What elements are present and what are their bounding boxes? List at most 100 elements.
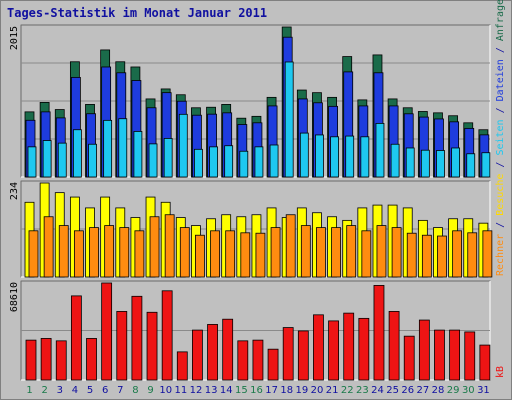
bar-kb-day-24 xyxy=(373,285,385,381)
bar-kb-day-5 xyxy=(86,338,97,381)
bar-seiten-day-10 xyxy=(163,138,173,178)
bar-kb-day-16 xyxy=(252,339,264,381)
day-label-7: 7 xyxy=(117,385,123,396)
day-label-17: 17 xyxy=(265,385,278,396)
bar-kb-day-21 xyxy=(328,320,339,381)
day-label-2: 2 xyxy=(42,385,48,396)
legend-item: / xyxy=(495,47,506,59)
bar-rechner-day-28 xyxy=(437,235,447,278)
legend-item: / xyxy=(495,222,506,234)
bar-seiten-day-15 xyxy=(239,150,249,178)
max-label-kb: 68610 xyxy=(9,282,20,312)
bar-seiten-day-20 xyxy=(315,134,324,178)
bar-rechner-day-15 xyxy=(240,232,251,278)
legend-item: Anfragen xyxy=(495,0,506,47)
bar-rechner-day-19 xyxy=(300,225,311,278)
bar-seiten-day-4 xyxy=(72,129,82,178)
bar-kb-day-26 xyxy=(403,335,415,381)
bar-seiten-day-25 xyxy=(390,143,400,178)
max-label-visits: 234 xyxy=(9,182,20,200)
bar-seiten-day-30 xyxy=(466,153,476,178)
bar-rechner-day-5 xyxy=(89,227,99,278)
bar-rechner-day-9 xyxy=(149,216,160,278)
bar-kb-day-14 xyxy=(222,318,234,381)
bar-seiten-day-3 xyxy=(57,142,67,178)
bar-seiten-day-21 xyxy=(330,136,339,178)
bar-rechner-day-21 xyxy=(331,227,341,278)
bar-rechner-day-18 xyxy=(285,214,296,278)
bar-seiten-day-7 xyxy=(118,118,128,178)
day-label-1: 1 xyxy=(26,385,32,396)
day-label-9: 9 xyxy=(147,385,153,396)
bar-rechner-day-22 xyxy=(346,225,357,278)
bar-seiten-day-13 xyxy=(209,146,218,178)
bar-rechner-day-23 xyxy=(361,230,372,278)
day-label-20: 20 xyxy=(311,385,324,396)
bar-kb-day-19 xyxy=(297,330,309,381)
legend-kb: kB xyxy=(495,366,506,378)
bar-rechner-day-10 xyxy=(164,214,175,278)
day-label-19: 19 xyxy=(296,385,309,396)
bar-seiten-day-12 xyxy=(194,148,203,178)
legend-item: / xyxy=(495,162,506,174)
day-label-16: 16 xyxy=(250,385,263,396)
bar-seiten-day-18 xyxy=(284,61,294,178)
bar-seiten-day-26 xyxy=(405,147,415,178)
bar-kb-day-7 xyxy=(116,311,128,381)
day-label-22: 22 xyxy=(341,385,354,396)
bar-rechner-day-31 xyxy=(482,230,493,278)
bar-seiten-day-19 xyxy=(299,132,309,178)
bar-seiten-day-29 xyxy=(451,147,461,178)
day-label-4: 4 xyxy=(72,385,78,396)
bar-kb-day-20 xyxy=(313,314,324,381)
day-label-25: 25 xyxy=(386,385,399,396)
legend-item: Rechner xyxy=(495,234,506,276)
day-label-11: 11 xyxy=(174,385,187,396)
bar-kb-day-9 xyxy=(146,311,158,381)
day-label-14: 14 xyxy=(220,385,233,396)
day-label-13: 13 xyxy=(205,385,218,396)
bar-seiten-day-28 xyxy=(436,150,445,178)
legend-main: Rechner / Besuche / Seiten / Dateien / A… xyxy=(495,0,506,276)
legend-item: / xyxy=(495,107,506,119)
bar-kb-day-27 xyxy=(418,319,430,381)
bar-rechner-day-24 xyxy=(376,225,387,278)
bar-kb-day-4 xyxy=(70,295,82,381)
bar-kb-day-10 xyxy=(161,290,173,381)
day-label-15: 15 xyxy=(235,385,248,396)
legend-item: Seiten xyxy=(495,119,506,161)
bar-seiten-day-23 xyxy=(360,136,370,178)
bar-kb-day-30 xyxy=(464,331,476,381)
day-label-31: 31 xyxy=(477,385,490,396)
bar-rechner-day-13 xyxy=(210,230,220,278)
day-label-23: 23 xyxy=(356,385,369,396)
bar-rechner-day-14 xyxy=(225,230,236,278)
bar-rechner-day-16 xyxy=(255,232,266,278)
bar-kb-day-3 xyxy=(55,340,67,381)
bar-rechner-day-26 xyxy=(406,232,417,278)
bar-kb-day-28 xyxy=(434,329,445,381)
day-label-24: 24 xyxy=(371,385,384,396)
bar-kb-day-18 xyxy=(282,327,294,381)
bar-seiten-day-8 xyxy=(133,131,143,178)
day-label-29: 29 xyxy=(447,385,460,396)
bar-rechner-day-27 xyxy=(421,234,432,278)
bar-kb-day-6 xyxy=(101,282,113,381)
bar-seiten-day-2 xyxy=(42,140,52,178)
bar-seiten-day-24 xyxy=(375,123,385,178)
bar-seiten-day-5 xyxy=(88,143,97,178)
bar-seiten-day-16 xyxy=(254,146,264,178)
bar-kb-day-17 xyxy=(267,348,279,381)
bar-rechner-day-7 xyxy=(119,227,130,278)
bar-rechner-day-25 xyxy=(391,227,402,278)
bar-rechner-day-29 xyxy=(452,230,463,278)
chart-title: Tages-Statistik im Monat Januar 2011 xyxy=(7,6,268,20)
bar-rechner-day-30 xyxy=(467,232,478,278)
bar-rechner-day-11 xyxy=(179,227,190,278)
bar-kb-day-1 xyxy=(25,339,37,381)
bar-kb-day-15 xyxy=(237,340,249,381)
bar-kb-day-23 xyxy=(358,317,370,381)
day-label-26: 26 xyxy=(401,385,414,396)
bar-rechner-day-1 xyxy=(28,230,39,278)
